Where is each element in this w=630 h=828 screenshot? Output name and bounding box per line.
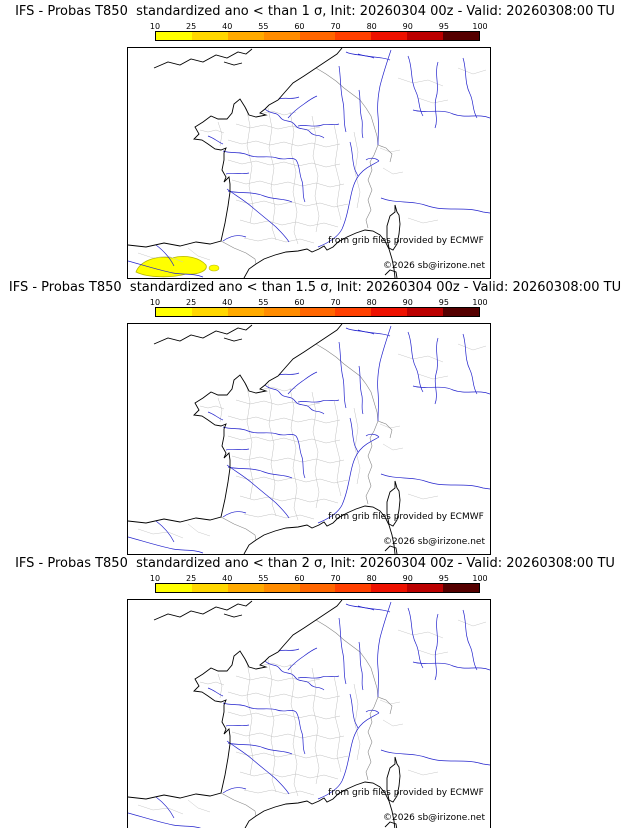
colorbar-tick: 80	[366, 22, 377, 31]
colorbar-tick: 55	[258, 22, 269, 31]
colorbar-tick: 25	[186, 22, 197, 31]
colorbar-segment	[156, 32, 192, 40]
colorbar-segment	[227, 308, 264, 316]
colorbar-segment	[443, 32, 480, 40]
colorbar-segment	[443, 584, 480, 592]
colorbar-ticks: 10 25 40 55 60 70 80 90 95 100	[150, 298, 488, 307]
map-frame	[127, 47, 491, 279]
colorbar-tick: 55	[258, 574, 269, 583]
colorbar-tick: 80	[366, 574, 377, 583]
colorbar-tick: 55	[258, 298, 269, 307]
colorbar-ticks: 10 25 40 55 60 70 80 90 95 100	[150, 22, 488, 31]
panel-sigma-1-5: IFS - Probas T850 standardized ano < tha…	[0, 276, 630, 555]
colorbar-gradient	[155, 307, 480, 317]
colorbar-segment	[371, 308, 408, 316]
colorbar-tick: 10	[149, 574, 161, 583]
colorbar-tick: 70	[330, 298, 341, 307]
colorbar-tick: 100	[472, 298, 488, 307]
france-map-svg	[128, 324, 490, 554]
colorbar-gradient	[155, 583, 480, 593]
colorbar-segment	[227, 32, 264, 40]
colorbar-tick: 60	[294, 22, 305, 31]
france-map-svg	[128, 600, 490, 828]
colorbar-segment	[299, 584, 336, 592]
colorbar-segment	[371, 32, 408, 40]
colorbar-segment	[407, 584, 444, 592]
colorbar: 10 25 40 55 60 70 80 90 95 100	[150, 22, 488, 41]
colorbar-tick: 60	[294, 298, 305, 307]
colorbar-gradient	[155, 31, 480, 41]
colorbar-tick: 80	[366, 298, 377, 307]
map-frame	[127, 323, 491, 555]
colorbar-tick: 25	[186, 298, 197, 307]
colorbar-segment	[191, 32, 228, 40]
panel-sigma-1: IFS - Probas T850 standardized ano < tha…	[0, 0, 630, 279]
colorbar-segment	[299, 32, 336, 40]
colorbar-segment	[335, 32, 372, 40]
probability-blob-group	[135, 256, 220, 278]
colorbar-tick: 95	[438, 298, 449, 307]
colorbar-tick: 95	[438, 22, 449, 31]
colorbar-tick: 95	[438, 574, 449, 583]
colorbar-tick: 90	[402, 22, 413, 31]
colorbar-segment	[407, 308, 444, 316]
colorbar-segment	[407, 32, 444, 40]
colorbar-tick: 70	[330, 574, 341, 583]
colorbar-segment	[227, 584, 264, 592]
colorbar-tick: 40	[222, 574, 233, 583]
colorbar-segment	[335, 584, 372, 592]
colorbar: 10 25 40 55 60 70 80 90 95 100	[150, 298, 488, 317]
colorbar-tick: 40	[222, 22, 233, 31]
colorbar-segment	[335, 308, 372, 316]
panel-title: IFS - Probas T850 standardized ano < tha…	[8, 280, 622, 295]
colorbar-segment	[263, 32, 300, 40]
colorbar-segment	[371, 584, 408, 592]
colorbar-tick: 90	[402, 574, 413, 583]
colorbar-tick: 40	[222, 298, 233, 307]
panel-title: IFS - Probas T850 standardized ano < tha…	[15, 556, 615, 571]
probability-blob-small	[208, 264, 220, 272]
panel-sigma-2: IFS - Probas T850 standardized ano < tha…	[0, 552, 630, 828]
colorbar-segment	[156, 584, 192, 592]
colorbar: 10 25 40 55 60 70 80 90 95 100	[150, 574, 488, 593]
colorbar-ticks: 10 25 40 55 60 70 80 90 95 100	[150, 574, 488, 583]
colorbar-segment	[263, 308, 300, 316]
probability-blob	[135, 256, 207, 278]
panel-title: IFS - Probas T850 standardized ano < tha…	[15, 4, 615, 19]
colorbar-tick: 100	[472, 574, 488, 583]
colorbar-segment	[299, 308, 336, 316]
colorbar-tick: 60	[294, 574, 305, 583]
colorbar-tick: 10	[149, 22, 161, 31]
map-frame	[127, 599, 491, 828]
colorbar-tick: 100	[472, 22, 488, 31]
colorbar-segment	[191, 308, 228, 316]
colorbar-tick: 10	[149, 298, 161, 307]
colorbar-segment	[443, 308, 480, 316]
colorbar-segment	[263, 584, 300, 592]
france-map-svg	[128, 48, 490, 278]
colorbar-tick: 70	[330, 22, 341, 31]
colorbar-tick: 90	[402, 298, 413, 307]
colorbar-segment	[191, 584, 228, 592]
colorbar-tick: 25	[186, 574, 197, 583]
colorbar-segment	[156, 308, 192, 316]
